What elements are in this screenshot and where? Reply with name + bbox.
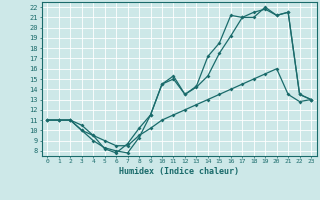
X-axis label: Humidex (Indice chaleur): Humidex (Indice chaleur) [119,167,239,176]
